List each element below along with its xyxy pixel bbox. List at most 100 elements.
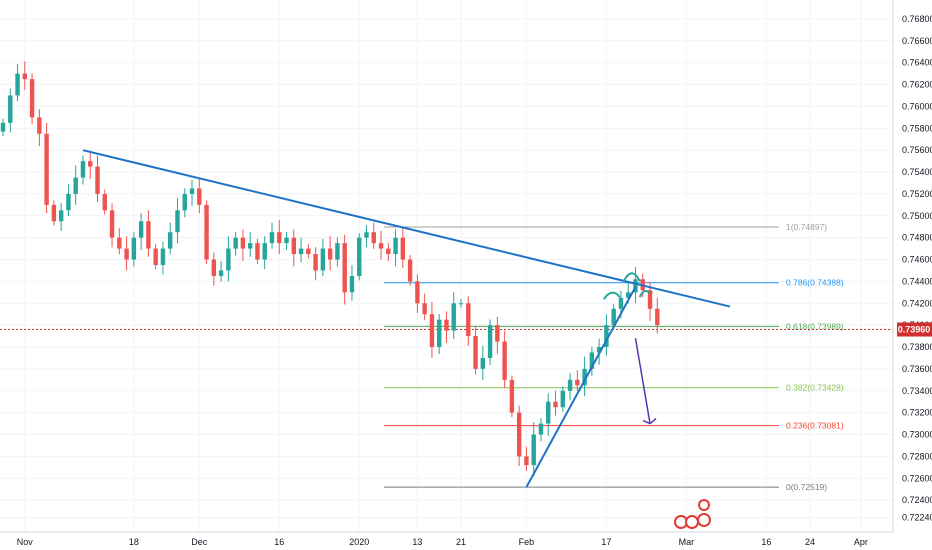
y-tick-label: 0.75800 (902, 123, 932, 133)
x-tick-label: Nov (17, 537, 34, 547)
candle-body (327, 248, 333, 260)
x-tick-label: 16 (274, 537, 284, 547)
candle-body (291, 237, 296, 255)
candle-body (458, 303, 464, 305)
candle-body (342, 243, 347, 293)
y-tick-label: 0.75400 (902, 167, 932, 177)
fib-level-label: 0.786(0.74388) (786, 278, 844, 288)
grid (0, 0, 893, 532)
candle-body (407, 259, 413, 282)
drawings (82, 149, 731, 488)
candlesticks (0, 61, 660, 477)
projection-arrow (634, 338, 651, 424)
candle-body (596, 347, 602, 353)
y-tick-label: 0.72800 (902, 451, 932, 461)
current-price-tag: 0.73960 (897, 322, 932, 337)
candle-body (44, 133, 49, 205)
x-tick-label: 16 (761, 537, 771, 547)
fib-level-label: 0(0.72519) (786, 482, 827, 492)
event-badges[interactable] (674, 499, 711, 529)
candle-body (626, 292, 631, 298)
y-tick-label: 0.75000 (902, 211, 932, 221)
candle-body (226, 248, 231, 271)
candle-body (197, 188, 202, 205)
candle-body (168, 232, 173, 249)
y-tick-label: 0.74800 (902, 233, 932, 243)
y-tick-label: 0.75600 (902, 145, 932, 155)
candle-body (400, 237, 406, 260)
candle-body (393, 237, 398, 255)
candle-body (604, 325, 609, 348)
arrow-head (642, 417, 657, 425)
price-axis[interactable]: 0.76800 0.76600 0.76400 0.76200 0.76000 0.758… (902, 14, 932, 523)
x-tick-label: Feb (519, 537, 535, 547)
candle-body (509, 379, 515, 413)
candle-body (58, 210, 64, 222)
candle-body (480, 357, 486, 369)
candle-body (538, 423, 544, 435)
x-tick-label: 21 (456, 537, 466, 547)
x-tick-label: 17 (601, 537, 611, 547)
candle-body (298, 248, 304, 255)
ascending-trendline (525, 286, 637, 488)
y-tick-label: 0.76600 (902, 36, 932, 46)
candle-body (269, 232, 275, 244)
y-tick-label: 0.74200 (902, 298, 932, 308)
candle-body (29, 79, 35, 118)
event-icon[interactable] (697, 513, 711, 527)
candle-body (575, 379, 580, 386)
candle-body (429, 314, 435, 348)
candle-body (567, 379, 573, 391)
y-tick-label: 0.73200 (902, 408, 932, 418)
candle-body (233, 237, 238, 249)
candle-body (22, 73, 28, 80)
candle-body (422, 303, 427, 315)
candle-body (560, 390, 565, 408)
y-tick-label: 0.73000 (902, 430, 932, 440)
candle-body (487, 325, 493, 358)
fibonacci-levels: 1(0.74897) 0.786(0.74388) 0.618(0.73989) 0.… (0, 222, 893, 492)
candle-body (66, 193, 71, 211)
candle-body (247, 243, 253, 249)
candle-body (138, 221, 144, 238)
candle-body (262, 243, 267, 260)
event-icon[interactable] (698, 499, 710, 511)
candle-body (516, 412, 522, 457)
candle-body (524, 456, 529, 466)
candle-body (146, 221, 151, 249)
right-shoulder-arc (638, 289, 651, 298)
event-icon[interactable] (685, 515, 699, 529)
y-tick-label: 0.76400 (902, 58, 932, 68)
candle-body (553, 401, 558, 408)
candle-body (160, 248, 166, 265)
descending-trendline (82, 149, 731, 308)
candle-body (189, 188, 195, 194)
candle-body (284, 237, 289, 244)
candle-body (204, 204, 209, 260)
y-tick-label: 0.76200 (902, 80, 932, 90)
candle-body (546, 401, 551, 424)
fib-level-label: 1(0.74897) (786, 222, 827, 232)
y-tick-label: 0.76000 (902, 101, 932, 111)
candle-body (131, 237, 137, 260)
y-tick-label: 0.76800 (902, 14, 932, 24)
candle-body (277, 232, 282, 244)
candle-body (611, 308, 616, 326)
candle-body (378, 243, 384, 249)
y-tick-label: 0.72400 (902, 495, 932, 505)
y-tick-label: 0.72240 (902, 513, 932, 523)
candle-body (153, 248, 158, 265)
candle-body (255, 243, 260, 260)
time-axis[interactable]: Nov 18 Dec 16 2020 13 21 Feb 17 Mar 16 24 Apr (17, 537, 868, 547)
y-tick-label: 0.73800 (902, 342, 932, 352)
candle-body (306, 248, 311, 255)
candle-body (444, 319, 449, 331)
candle-body (211, 259, 217, 276)
candle-body (618, 297, 624, 309)
fib-level-label: 0.236(0.73081) (786, 421, 844, 431)
x-tick-label: 13 (412, 537, 422, 547)
x-tick-label: 18 (129, 537, 139, 547)
x-tick-label: Apr (854, 537, 868, 547)
